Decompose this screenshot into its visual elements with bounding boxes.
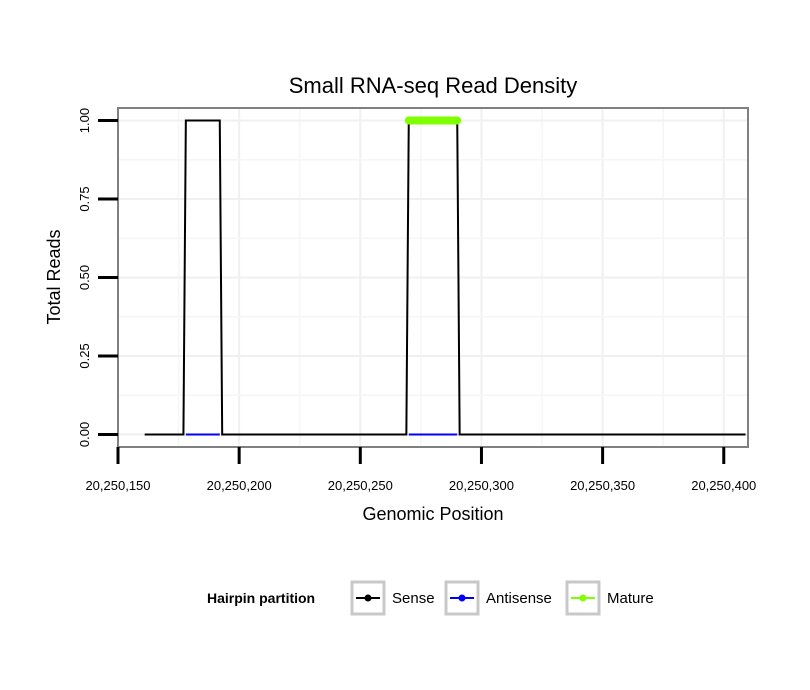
series-layer	[144, 116, 746, 436]
legend-key-point	[364, 594, 372, 602]
y-tick-label: 0.75	[77, 186, 92, 211]
sense-series-line	[144, 119, 746, 436]
x-axis: 20,250,150 20,250,200 20,250,250 20,250,300…	[85, 447, 756, 493]
legend-label: Antisense	[486, 590, 552, 607]
x-tick-label: 20,250,350	[570, 478, 635, 493]
legend-label: Sense	[392, 590, 435, 607]
legend-item-antisense: Antisense	[444, 580, 552, 616]
legend-item-mature: Mature	[565, 580, 654, 616]
x-tick-label: 20,250,400	[691, 478, 756, 493]
y-axis-title: Total Reads	[44, 229, 64, 324]
chart-title: Small RNA-seq Read Density	[289, 73, 578, 98]
x-tick-label: 20,250,200	[207, 478, 272, 493]
legend-title: Hairpin partition	[207, 590, 315, 606]
legend-item-sense: Sense	[350, 580, 435, 616]
y-tick-label: 1.00	[77, 108, 92, 133]
y-tick-label: 0.50	[77, 265, 92, 290]
y-tick-label: 0.25	[77, 343, 92, 368]
x-tick-label: 20,250,150	[85, 478, 150, 493]
x-axis-title: Genomic Position	[362, 504, 503, 524]
legend: Hairpin partition Sense Antisense Mature	[207, 580, 654, 616]
legend-key-point	[458, 594, 466, 602]
legend-label: Mature	[607, 590, 654, 607]
legend-key-point	[579, 594, 587, 602]
y-tick-label: 0.00	[77, 422, 92, 447]
y-axis: 0.00 0.25 0.50 0.75 1.00	[77, 108, 118, 447]
x-tick-label: 20,250,300	[449, 478, 514, 493]
x-tick-label: 20,250,250	[328, 478, 393, 493]
